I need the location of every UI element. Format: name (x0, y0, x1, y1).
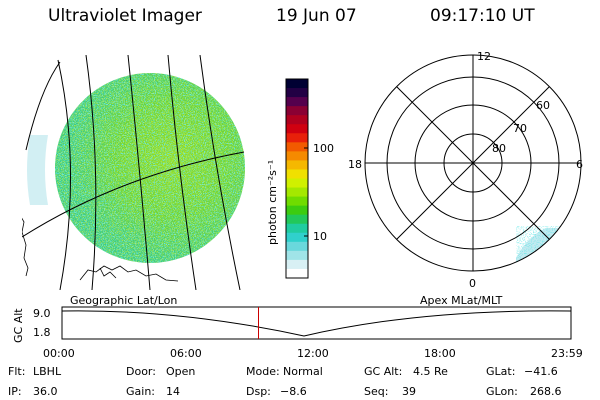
colorbar-cell (286, 196, 308, 207)
timeline-axis-label: GC Alt (12, 308, 25, 343)
mlat-label-80: 80 (492, 142, 506, 155)
colorbar-cell (286, 223, 308, 234)
timeline-xtick-1200: 12:00 (297, 347, 329, 360)
info-ip-label: IP: (8, 385, 22, 398)
mlt-label-6: 6 (576, 158, 583, 171)
info-ip-value: 36.0 (33, 385, 58, 398)
colorbar-cell (286, 79, 308, 89)
timeline-xtick-0600: 06:00 (170, 347, 202, 360)
timeline-xtick-0000: 00:00 (43, 347, 75, 360)
colorbar-cell (286, 259, 308, 270)
instrument-info: Flt: LBHL Door: Open Mode: Normal GC Alt… (8, 365, 562, 398)
colorbar-cell (286, 241, 308, 252)
info-seq-label: Seq: (364, 385, 388, 398)
colorbar-cell (286, 178, 308, 189)
colorbar-cell (286, 151, 308, 162)
mlt-label-12: 12 (477, 50, 491, 63)
info-flt-label: Flt: (8, 365, 25, 378)
info-gain-label: Gain: (126, 385, 155, 398)
lat-lon-grid (22, 55, 245, 290)
info-door-label: Door: (126, 365, 156, 378)
colorbar-cell (286, 88, 308, 98)
colorbar-cell (286, 268, 308, 279)
colorbar-cell (286, 124, 308, 134)
colorbar: 100 10 photon cm⁻²s⁻¹ (266, 78, 334, 279)
magnetic-polar-plot: 12 18 6 0 60 70 80 (348, 50, 583, 290)
colorbar-tick-10: 10 (313, 230, 327, 243)
colorbar-cell (286, 115, 308, 125)
instrument-title: Ultraviolet Imager (48, 6, 202, 26)
apex-label: Apex MLat/MLT (420, 294, 503, 307)
info-flt-value: LBHL (33, 365, 62, 378)
info-dsp-value: −8.6 (280, 385, 307, 398)
mlat-label-70: 70 (513, 122, 527, 135)
timeline-xtick-2359: 23:59 (551, 347, 583, 360)
info-mode-label: Mode: (246, 365, 280, 378)
info-mode-value: Normal (283, 365, 323, 378)
info-glat-label: GLat: (486, 365, 515, 378)
orbit-timeline: GC Alt 9.0 1.8 00:00 06:00 12:00 18:00 2… (12, 306, 583, 360)
info-dsp-label: Dsp: (246, 385, 271, 398)
info-glon-label: GLon: (486, 385, 518, 398)
colorbar-cell (286, 133, 308, 143)
timeline-ytick-high: 9.0 (33, 307, 51, 320)
geographic-label: Geographic Lat/Lon (70, 294, 177, 307)
colorbar-cell (286, 250, 308, 261)
image-time: 09:17:10 UT (430, 6, 535, 26)
colorbar-cell (286, 106, 308, 116)
colorbar-cell (286, 214, 308, 225)
colorbar-tick-100: 100 (313, 142, 334, 155)
timeline-ytick-low: 1.8 (33, 326, 51, 339)
altitude-curve (61, 310, 572, 337)
info-glat-value: −41.6 (524, 365, 558, 378)
colorbar-cell (286, 97, 308, 107)
mlat-label-60: 60 (536, 99, 550, 112)
timeline-xtick-1800: 18:00 (424, 347, 456, 360)
colorbar-unit-label: photon cm⁻²s⁻¹ (266, 160, 279, 245)
info-gain-value: 14 (166, 385, 180, 398)
colorbar-cell (286, 160, 308, 171)
colorbar-cell (286, 205, 308, 216)
mlt-label-0: 0 (469, 277, 476, 290)
info-glon-value: 268.6 (530, 385, 562, 398)
colorbar-cell (286, 142, 308, 152)
info-gcalt-value: 4.5 Re (413, 365, 448, 378)
colorbar-cell (286, 169, 308, 180)
colorbar-cell (286, 187, 308, 198)
info-gcalt-label: GC Alt: (364, 365, 402, 378)
image-date: 19 Jun 07 (276, 6, 357, 26)
colorbar-cell (286, 232, 308, 243)
mlt-label-18: 18 (348, 158, 362, 171)
geographic-image (22, 55, 245, 290)
coastlines (22, 217, 179, 282)
info-door-value: Open (166, 365, 195, 378)
info-seq-value: 39 (402, 385, 416, 398)
